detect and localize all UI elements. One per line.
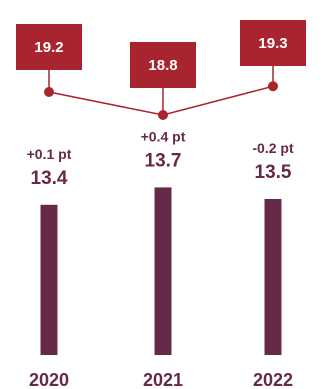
line-data-label: 19.3: [258, 35, 287, 52]
bar-data-label: 13.4: [31, 168, 68, 189]
value-callout-box: [240, 20, 306, 66]
change-label: -0.2 pt: [252, 140, 294, 156]
change-label: +0.1 pt: [27, 146, 72, 162]
line-point: [268, 81, 278, 92]
line-point: [158, 110, 168, 120]
line-data-label: 18.8: [148, 57, 177, 74]
bar: [40, 204, 58, 355]
line-point: [44, 87, 54, 97]
value-callout-box: [16, 24, 82, 70]
x-tick-label: 2022: [253, 370, 293, 389]
bar: [154, 187, 172, 355]
bar-data-label: 13.5: [255, 162, 292, 183]
x-tick-label: 2021: [143, 370, 183, 389]
x-tick-label: 2020: [29, 370, 69, 389]
line-data-label: 19.2: [34, 39, 63, 56]
value-callout-box: [130, 42, 196, 88]
bar: [264, 199, 282, 355]
change-label: +0.4 pt: [141, 128, 186, 144]
bar-data-label: 13.7: [145, 150, 182, 171]
